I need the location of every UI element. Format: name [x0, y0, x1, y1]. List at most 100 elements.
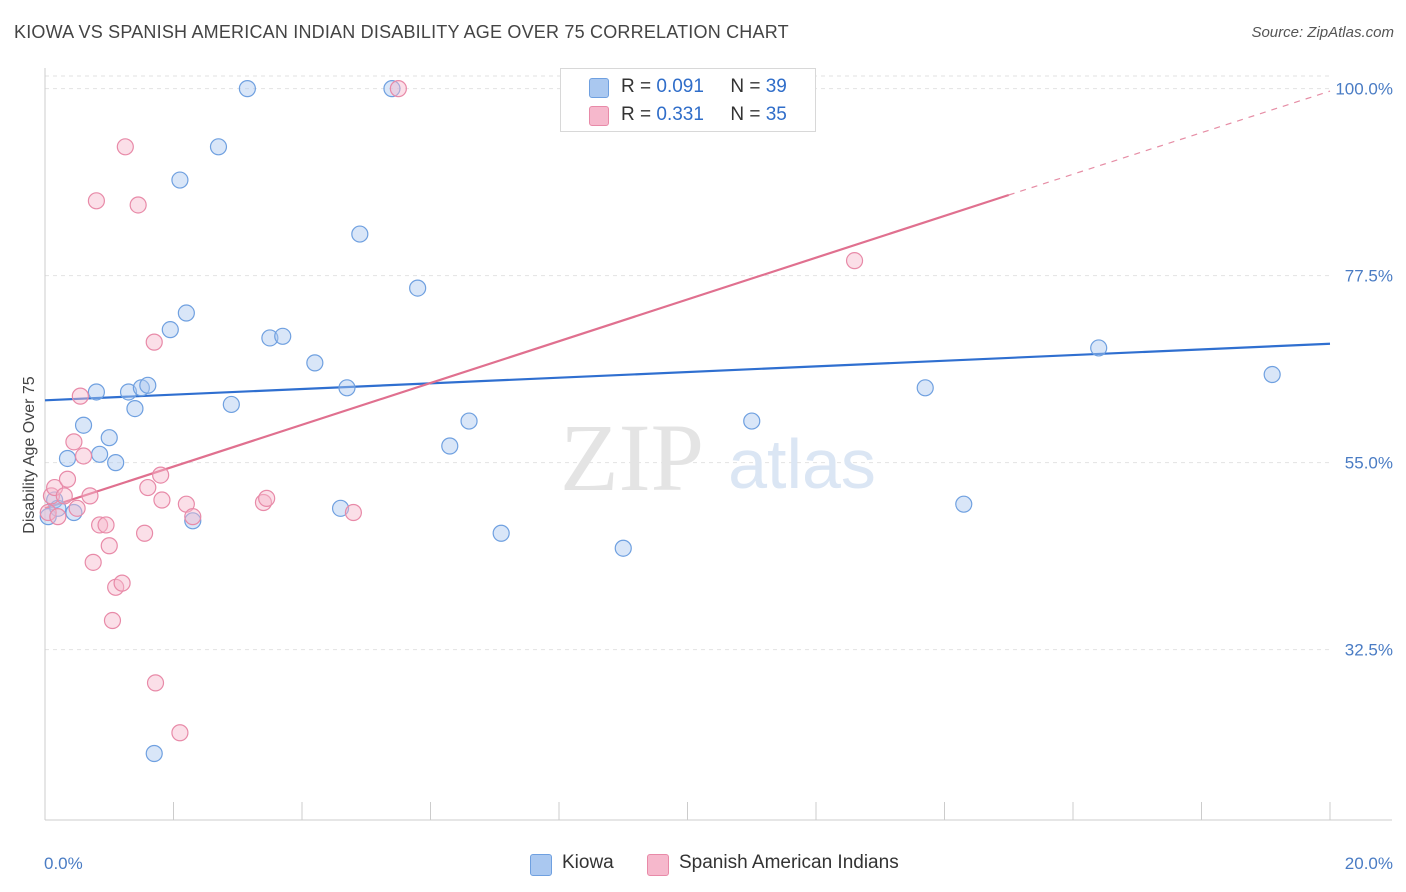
data-point-kiowa [614, 539, 632, 557]
data-point-spanish-american-indians [103, 611, 122, 630]
data-point-kiowa [58, 449, 77, 468]
data-point-spanish-american-indians [58, 470, 77, 488]
x-tick-label: 0.0% [44, 854, 83, 873]
data-point-spanish-american-indians [845, 252, 864, 270]
data-point-kiowa [222, 395, 240, 414]
correlation-legend: R = 0.091 N = 39 R = 0.331 N = 35 [560, 68, 816, 132]
trend-line [44, 342, 1331, 402]
data-point-spanish-american-indians [129, 196, 147, 214]
data-point-kiowa [126, 400, 144, 418]
data-point-kiowa [460, 412, 478, 430]
data-point-spanish-american-indians [100, 537, 118, 555]
axes [44, 68, 1392, 821]
chart-source: Source: ZipAtlas.com [1251, 24, 1394, 41]
data-point-kiowa [91, 445, 109, 463]
legend-n-value: 39 [765, 76, 787, 97]
data-point-spanish-american-indians [344, 503, 362, 522]
data-point-kiowa [955, 495, 973, 513]
data-point-kiowa [100, 429, 118, 447]
data-point-kiowa [306, 354, 324, 372]
chart-title: KIOWA VS SPANISH AMERICAN INDIAN DISABIL… [14, 22, 789, 42]
data-point-spanish-american-indians [139, 478, 157, 497]
data-point-kiowa [177, 304, 195, 322]
legend-swatch-kiowa [589, 78, 609, 98]
data-point-spanish-american-indians [97, 516, 115, 534]
legend-r-label: R = [621, 104, 652, 125]
data-point-spanish-american-indians [184, 508, 202, 526]
legend-r-label: R = [621, 76, 652, 97]
data-point-kiowa [87, 383, 106, 401]
data-point-kiowa [916, 379, 934, 397]
data-point-spanish-american-indians [74, 447, 93, 465]
data-point-kiowa [107, 454, 125, 472]
watermark-atlas: atlas [728, 425, 876, 503]
data-point-kiowa [209, 138, 228, 156]
tick-labels: 100.0% 77.5% 55.0% 32.5% 0.0% 20.0% [44, 80, 1393, 873]
data-point-kiowa [492, 524, 510, 542]
data-point-spanish-american-indians [171, 724, 189, 742]
trend-lines [44, 90, 1331, 510]
data-point-spanish-american-indians [91, 516, 109, 534]
watermark-zip: ZIP [560, 404, 704, 511]
data-point-kiowa [1090, 339, 1108, 357]
watermark: ZIP atlas [560, 404, 876, 511]
data-point-spanish-american-indians [65, 433, 83, 451]
data-point-spanish-american-indians [113, 574, 131, 592]
data-point-spanish-american-indians [258, 489, 276, 507]
data-point-spanish-american-indians [49, 508, 67, 526]
data-point-kiowa [238, 80, 256, 98]
series-legend: Kiowa Spanish American Indians [0, 852, 1406, 878]
data-point-kiowa [74, 416, 93, 434]
trend-line [1008, 90, 1331, 196]
data-point-kiowa [351, 225, 369, 243]
series-legend-swatch-spanish-american-indians [647, 854, 669, 876]
trend-line [44, 193, 1010, 510]
legend-n-label: N = [730, 104, 761, 125]
data-point-kiowa [274, 327, 292, 345]
series-legend-label-spanish-american-indians: Spanish American Indians [679, 852, 899, 873]
series-legend-swatch-kiowa [530, 854, 552, 876]
data-point-kiowa [409, 279, 427, 297]
data-point-spanish-american-indians [81, 487, 99, 505]
data-point-spanish-american-indians [84, 553, 102, 571]
y-axis-label: Disability Age Over 75 [21, 376, 38, 534]
data-point-kiowa [383, 80, 401, 98]
legend-swatch-spanish-american-indians [589, 106, 609, 126]
data-point-kiowa [338, 379, 356, 397]
y-tick-label: 77.5% [1345, 267, 1393, 286]
data-point-kiowa [261, 329, 279, 347]
data-point-spanish-american-indians [39, 503, 57, 522]
data-point-kiowa [171, 171, 189, 189]
data-point-kiowa [331, 499, 350, 517]
data-point-spanish-american-indians [152, 466, 170, 484]
data-point-spanish-american-indians [71, 387, 89, 405]
data-point-spanish-american-indians [116, 138, 134, 156]
data-point-kiowa [743, 412, 761, 430]
data-point-spanish-american-indians [145, 333, 163, 351]
data-point-kiowa [441, 437, 459, 455]
data-point-spanish-american-indians [146, 674, 165, 692]
data-point-spanish-american-indians [135, 524, 154, 542]
data-points [39, 80, 1281, 763]
data-point-kiowa [139, 376, 157, 394]
data-point-spanish-american-indians [153, 491, 171, 509]
legend-n-value: 35 [765, 104, 787, 125]
data-point-kiowa [1263, 365, 1281, 384]
data-point-kiowa [145, 744, 163, 763]
y-tick-label: 55.0% [1345, 454, 1393, 473]
y-tick-label: 100.0% [1335, 80, 1393, 99]
legend-n-label: N = [730, 76, 761, 97]
series-legend-label-kiowa: Kiowa [562, 852, 614, 873]
data-point-kiowa [184, 512, 202, 530]
data-point-kiowa [119, 383, 138, 401]
legend-r-value: 0.331 [656, 104, 704, 125]
data-point-spanish-american-indians [87, 192, 106, 210]
data-point-spanish-american-indians [68, 499, 86, 517]
legend-r-value: 0.091 [656, 76, 704, 97]
x-tick-label: 20.0% [1345, 854, 1393, 873]
grid-lines [45, 75, 1330, 651]
data-point-kiowa [161, 321, 179, 339]
data-point-spanish-american-indians [55, 487, 73, 505]
y-tick-label: 32.5% [1345, 641, 1393, 660]
